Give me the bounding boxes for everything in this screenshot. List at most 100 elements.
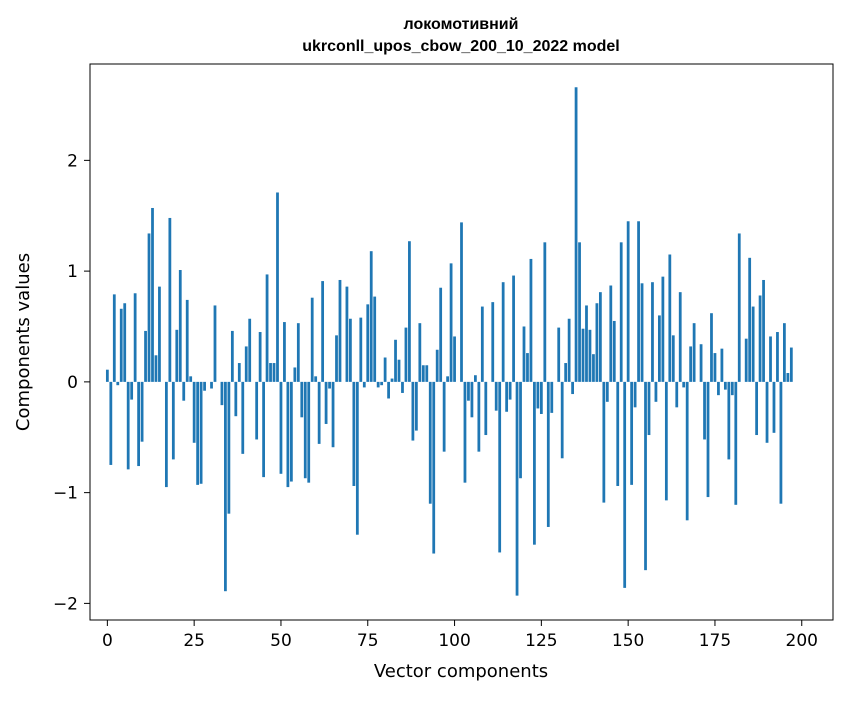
bar-137 [581,328,585,382]
x-tick-label: 25 [183,631,205,651]
bar-96 [439,287,443,382]
bar-194 [779,381,783,504]
y-tick-label: 0 [67,373,78,393]
x-tick-label: 150 [612,631,644,651]
bars-group [105,87,793,596]
x-axis-ticks: 0 25 50 75 100 125 150 175 200 [102,620,818,651]
bar-169 [692,323,696,382]
bar-20 [175,329,179,382]
bar-3 [116,381,120,386]
bar-124 [536,381,540,409]
bar-76 [369,251,373,382]
bar-25 [192,381,196,443]
bar-47 [269,363,272,382]
bar-126 [543,242,547,382]
bar-61 [317,381,321,444]
bar-57 [303,381,307,479]
bar-52 [286,381,290,488]
bar-135 [574,87,578,382]
bar-86 [404,327,408,382]
bar-181 [734,381,738,505]
chart-title: локомотивний [404,16,519,33]
bar-160 [661,276,665,382]
bar-108 [480,306,484,382]
y-tick-label: 2 [67,151,78,171]
bar-115 [505,381,509,412]
bar-196 [786,373,790,382]
bar-31 [213,305,217,382]
bar-46 [265,274,269,382]
bar-90 [418,323,422,382]
bar-6 [126,381,130,470]
bar-117 [512,275,515,382]
bar-197 [789,347,793,382]
x-tick-label: 50 [270,631,292,651]
bar-41 [248,318,252,382]
bar-79 [380,381,384,386]
bar-34 [224,381,227,592]
bar-109 [484,381,488,436]
bar-140 [592,354,595,382]
bar-193 [776,332,779,382]
bar-187 [755,381,759,436]
bar-180 [730,381,734,396]
bar-44 [258,332,262,382]
bar-97 [442,381,446,452]
bar-12 [147,233,151,382]
bar-123 [533,381,536,545]
bar-148 [619,242,623,382]
bar-100 [453,336,456,382]
bar-89 [414,381,418,431]
bar-49 [276,192,279,382]
bar-39 [241,381,245,454]
bar-64 [328,381,331,389]
bar-45 [262,381,265,478]
bar-63 [324,381,328,424]
bar-10 [140,381,144,442]
bar-133 [567,318,571,382]
bar-173 [706,381,710,498]
bar-93 [428,381,432,504]
bar-103 [463,381,467,483]
bar-152 [633,381,637,408]
bar-182 [737,233,741,382]
bar-85 [401,381,404,393]
bar-156 [647,381,651,436]
bar-17 [164,381,168,488]
bar-195 [783,323,786,382]
bar-114 [501,282,505,382]
bar-112 [494,381,498,411]
bar-80 [383,357,387,382]
bar-151 [630,381,634,485]
bar-120 [522,326,526,382]
bar-144 [605,381,609,402]
bar-158 [654,381,658,402]
bar-111 [491,302,495,382]
bar-23 [185,299,189,382]
bar-66 [335,335,338,382]
bar-83 [394,339,397,382]
bar-84 [397,359,401,382]
bar-164 [675,381,679,408]
bar-141 [595,303,599,382]
x-tick-label: 200 [786,631,818,651]
bar-149 [623,381,627,588]
bar-145 [609,285,613,382]
bar-128 [550,381,554,413]
bar-21 [178,270,182,382]
bar-166 [682,381,686,388]
bar-113 [498,381,502,553]
bar-155 [644,381,647,571]
bar-175 [713,353,717,382]
bar-14 [154,355,158,382]
bar-162 [668,254,672,382]
bar-150 [626,221,630,382]
bar-167 [685,381,689,521]
bar-171 [699,344,703,382]
bar-56 [300,381,304,418]
bar-94 [432,381,436,554]
bar-77 [373,296,377,382]
bar-43 [255,381,259,440]
bar-11 [144,330,147,382]
bar-37 [234,381,238,417]
